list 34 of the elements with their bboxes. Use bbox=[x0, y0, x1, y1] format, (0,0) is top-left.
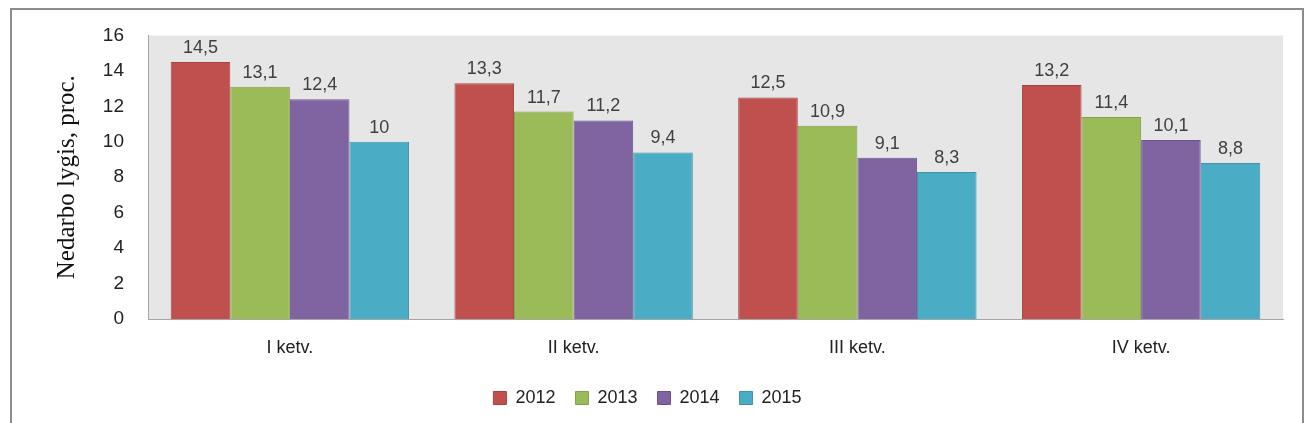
data-label: 8,8 bbox=[1217, 137, 1244, 158]
data-label: 8,3 bbox=[934, 146, 960, 167]
y-tick-label: 0 bbox=[113, 307, 124, 329]
data-label: 10,9 bbox=[810, 100, 846, 121]
x-tick-label: I ketv. bbox=[266, 336, 314, 357]
data-label: 13,2 bbox=[1034, 60, 1070, 80]
y-tick-label: 14 bbox=[102, 59, 125, 81]
data-label: 9,1 bbox=[874, 132, 900, 153]
legend-label: 2013 bbox=[597, 386, 638, 407]
data-label: 13,1 bbox=[242, 61, 278, 82]
y-axis-title: Nedarbo lygis, proc. bbox=[51, 75, 79, 280]
x-tick-label: III ketv. bbox=[829, 336, 886, 357]
data-label: 12,5 bbox=[750, 72, 786, 93]
data-label: 12,4 bbox=[302, 74, 338, 95]
data-label: 10,1 bbox=[1153, 114, 1189, 135]
legend-label: 2012 bbox=[515, 386, 556, 407]
y-tick-label: 2 bbox=[113, 271, 124, 293]
y-tick-label: 8 bbox=[113, 165, 124, 187]
data-label: 10 bbox=[369, 116, 390, 137]
x-tick-label: II ketv. bbox=[547, 336, 600, 357]
y-tick-label: 10 bbox=[102, 129, 124, 151]
data-label: 14,5 bbox=[182, 36, 219, 57]
data-label: 11,2 bbox=[586, 95, 621, 116]
data-label: 9,4 bbox=[650, 127, 676, 148]
data-label: 13,3 bbox=[466, 58, 502, 79]
y-tick-label: 12 bbox=[102, 94, 124, 116]
legend-label: 2014 bbox=[679, 386, 720, 407]
legend-label: 2015 bbox=[761, 386, 802, 407]
data-label: 11,4 bbox=[1094, 91, 1129, 112]
x-tick-label: IV ketv. bbox=[1111, 336, 1171, 357]
y-tick-label: 16 bbox=[102, 23, 124, 45]
data-label: 11,7 bbox=[526, 86, 561, 107]
y-tick-label: 6 bbox=[113, 200, 124, 222]
y-tick-label: 4 bbox=[113, 236, 125, 258]
